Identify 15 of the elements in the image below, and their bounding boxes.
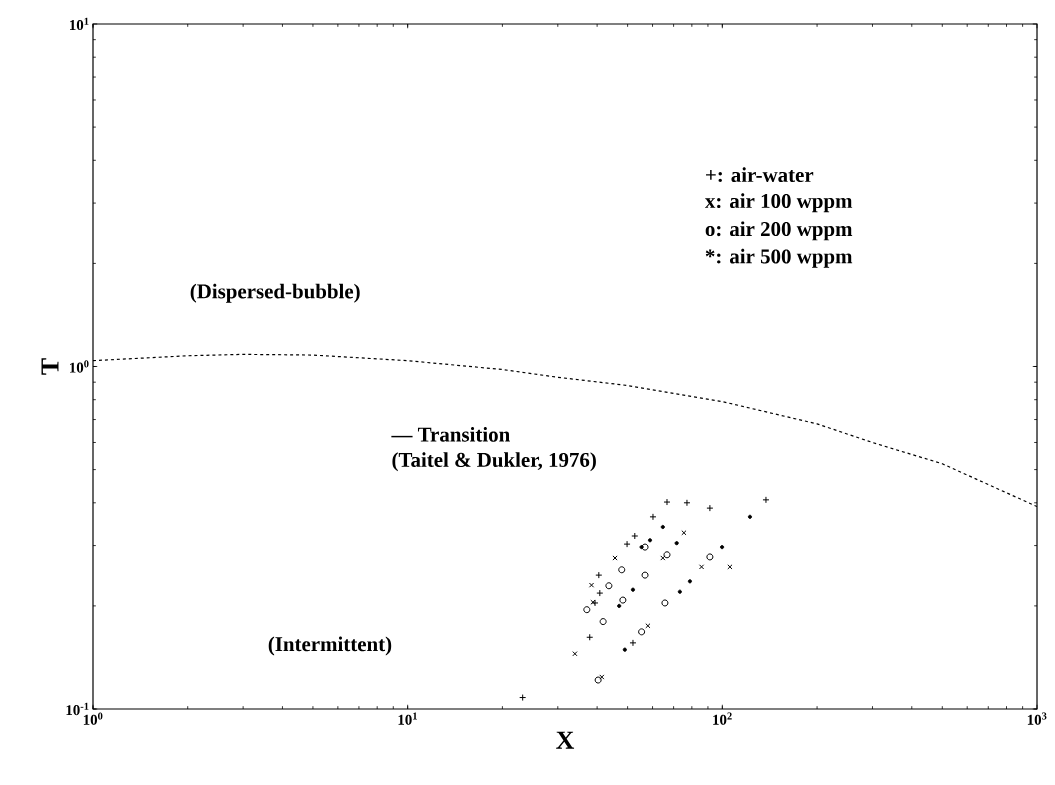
y-tick-label: 10$^{1}$ (70, 17, 89, 31)
annotation: +: air-water (706, 167, 814, 183)
x-tick-label: 10$^{3}$ (1027, 712, 1047, 725)
annotation: (Taitel & Dukler, 1976) (392, 452, 596, 472)
annotation: — Transition (391, 426, 510, 442)
x-tick-label: 10$^{1}$ (398, 712, 417, 725)
annotation: (Intermittent) (268, 636, 392, 656)
x-tick-label: 10$^{2}$ (713, 712, 732, 725)
annotation: x: air 100 wppm (704, 193, 853, 213)
y-axis-title: T (41, 358, 59, 375)
annotation: o: air 200 wppm (705, 221, 853, 241)
annotation: (Dispersed-bubble) (190, 283, 360, 303)
annotation: *: air 500 wppm (705, 248, 853, 268)
y-tick-label: 10$^{0}$ (70, 360, 89, 373)
x-axis-title: X (556, 731, 575, 749)
